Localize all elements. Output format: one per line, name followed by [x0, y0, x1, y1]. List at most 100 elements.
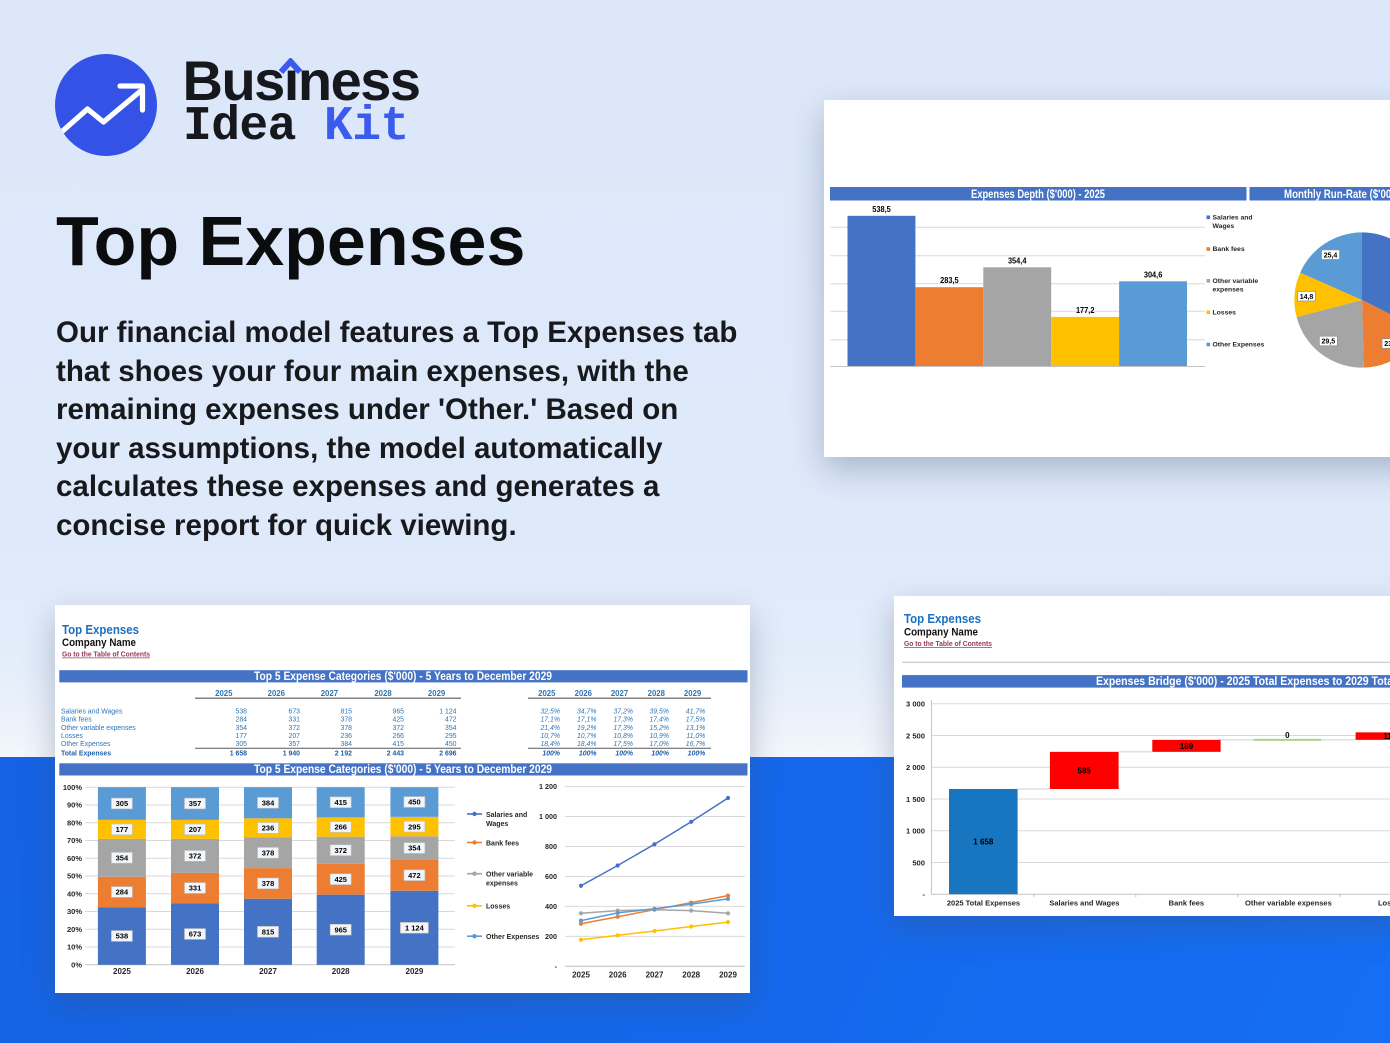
svg-text:19,2%: 19,2% — [577, 725, 597, 732]
svg-text:305: 305 — [116, 799, 129, 808]
svg-text:100%: 100% — [615, 751, 633, 758]
svg-text:2027: 2027 — [259, 967, 277, 976]
svg-text:1 500: 1 500 — [906, 795, 925, 804]
svg-text:450: 450 — [408, 798, 421, 807]
svg-text:Top 5 Expense Categories ($'00: Top 5 Expense Categories ($'000) - 5 Yea… — [254, 764, 552, 776]
svg-text:Other variable: Other variable — [1213, 278, 1259, 285]
svg-text:100%: 100% — [63, 783, 83, 792]
svg-text:284: 284 — [116, 888, 129, 897]
svg-text:2028: 2028 — [332, 967, 350, 976]
svg-text:236: 236 — [341, 733, 353, 740]
svg-text:354: 354 — [116, 854, 129, 863]
svg-text:Expenses Depth ($'000) - 2025: Expenses Depth ($'000) - 2025 — [971, 189, 1105, 201]
svg-text:965: 965 — [334, 925, 347, 934]
svg-text:32,5%: 32,5% — [540, 709, 560, 716]
svg-text:450: 450 — [445, 741, 457, 748]
svg-text:-: - — [555, 962, 558, 971]
svg-text:Total Expenses: Total Expenses — [61, 751, 111, 758]
svg-text:Company Name: Company Name — [904, 627, 978, 639]
svg-text:815: 815 — [262, 928, 275, 937]
svg-text:0: 0 — [1285, 731, 1290, 740]
svg-text:17,1%: 17,1% — [540, 717, 560, 724]
svg-text:2029: 2029 — [406, 967, 424, 976]
svg-text:17,4%: 17,4% — [649, 717, 669, 724]
svg-text:Top 5 Expense Categories ($'00: Top 5 Expense Categories ($'000) - 5 Yea… — [254, 671, 552, 683]
svg-text:305: 305 — [236, 741, 248, 748]
svg-text:2025: 2025 — [215, 689, 233, 698]
svg-text:Other variable expenses: Other variable expenses — [61, 725, 136, 732]
svg-text:17,1%: 17,1% — [577, 717, 597, 724]
svg-text:34,7%: 34,7% — [577, 709, 597, 716]
svg-text:18,4%: 18,4% — [540, 741, 560, 748]
svg-text:331: 331 — [289, 717, 301, 724]
svg-text:60%: 60% — [67, 854, 82, 863]
svg-text:Other Expenses: Other Expenses — [486, 934, 539, 941]
svg-text:Losses: Losses — [1213, 310, 1237, 317]
svg-text:177,2: 177,2 — [1076, 306, 1095, 315]
svg-text:378: 378 — [262, 849, 275, 858]
svg-text:266: 266 — [334, 823, 347, 832]
svg-text:70%: 70% — [67, 836, 82, 845]
svg-text:538: 538 — [116, 932, 129, 941]
svg-text:1 124: 1 124 — [405, 924, 425, 933]
svg-text:100%: 100% — [651, 751, 669, 758]
svg-text:1 658: 1 658 — [973, 838, 994, 847]
svg-text:-: - — [922, 890, 925, 899]
svg-text:50%: 50% — [67, 872, 82, 881]
svg-text:585: 585 — [1078, 766, 1092, 775]
svg-text:354,4: 354,4 — [1008, 256, 1027, 265]
svg-text:2026: 2026 — [186, 967, 204, 976]
svg-text:354: 354 — [408, 844, 421, 853]
svg-text:Salaries and: Salaries and — [486, 812, 527, 819]
svg-text:415: 415 — [393, 741, 405, 748]
svg-text:266: 266 — [393, 733, 405, 740]
svg-text:815: 815 — [341, 709, 353, 716]
svg-text:Losses: Losses — [486, 904, 510, 911]
svg-text:283,5: 283,5 — [940, 276, 959, 285]
svg-text:378: 378 — [262, 879, 275, 888]
svg-text:200: 200 — [545, 932, 557, 941]
svg-text:23,6: 23,6 — [1384, 341, 1390, 348]
svg-text:177: 177 — [236, 733, 248, 740]
svg-text:2026: 2026 — [268, 689, 286, 698]
svg-text:Top Expenses: Top Expenses — [904, 612, 981, 626]
svg-text:1 940: 1 940 — [283, 751, 300, 758]
svg-text:Other Expenses: Other Expenses — [61, 741, 111, 748]
svg-text:20%: 20% — [67, 925, 82, 934]
svg-text:16,7%: 16,7% — [686, 741, 706, 748]
svg-text:100%: 100% — [542, 751, 560, 758]
svg-text:2027: 2027 — [611, 689, 628, 698]
svg-text:472: 472 — [445, 717, 457, 724]
svg-text:10%: 10% — [67, 943, 82, 952]
svg-text:673: 673 — [189, 930, 202, 939]
svg-text:Company Name: Company Name — [62, 637, 136, 649]
svg-text:Bank fees: Bank fees — [1169, 899, 1204, 908]
svg-text:207: 207 — [289, 733, 301, 740]
svg-text:2 000: 2 000 — [906, 763, 925, 772]
svg-text:295: 295 — [445, 733, 457, 740]
svg-text:357: 357 — [289, 741, 301, 748]
svg-text:600: 600 — [545, 872, 557, 881]
svg-text:40%: 40% — [67, 889, 82, 898]
svg-text:10,9%: 10,9% — [649, 733, 669, 740]
svg-text:354: 354 — [445, 725, 457, 732]
svg-text:expenses: expenses — [486, 881, 518, 888]
svg-text:372: 372 — [289, 725, 301, 732]
svg-text:2028: 2028 — [682, 971, 700, 980]
svg-text:2 192: 2 192 — [335, 751, 352, 758]
svg-text:10,7%: 10,7% — [577, 733, 597, 740]
svg-text:expenses: expenses — [1213, 286, 1244, 293]
svg-text:354: 354 — [236, 725, 248, 732]
svg-text:Top Expenses: Top Expenses — [62, 623, 139, 637]
svg-text:90%: 90% — [67, 801, 82, 810]
svg-text:Other variable: Other variable — [486, 872, 533, 879]
svg-text:331: 331 — [189, 884, 202, 893]
svg-text:0%: 0% — [71, 960, 82, 969]
svg-text:21,4%: 21,4% — [539, 725, 560, 732]
svg-text:2029: 2029 — [428, 689, 446, 698]
svg-text:41,7%: 41,7% — [686, 709, 706, 716]
svg-text:Losses: Losses — [61, 733, 83, 740]
svg-text:965: 965 — [393, 709, 405, 716]
svg-text:17,3%: 17,3% — [613, 717, 633, 724]
svg-text:Other variable expenses: Other variable expenses — [1245, 899, 1332, 908]
